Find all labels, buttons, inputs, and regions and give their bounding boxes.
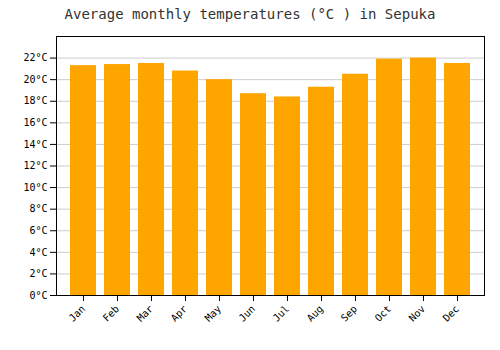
svg-text:Jun: Jun: [237, 303, 258, 324]
svg-text:4°C: 4°C: [29, 247, 47, 258]
svg-text:Apr: Apr: [169, 303, 190, 324]
html-text:Average monthly temperatures (: Average monthly temperatures (°C ) in Se…: [64, 6, 436, 22]
svg-text:Mar: Mar: [135, 303, 156, 324]
svg-text:Jul: Jul: [271, 303, 292, 324]
svg-text:20°C: 20°C: [23, 74, 47, 85]
svg-text:16°C: 16°C: [23, 117, 47, 128]
svg-text:10°C: 10°C: [23, 182, 47, 193]
svg-text:22°C: 22°C: [23, 52, 47, 63]
svg-text:12°C: 12°C: [23, 160, 47, 171]
svg-text:Jan: Jan: [67, 303, 88, 324]
svg-text:8°C: 8°C: [29, 203, 47, 214]
svg-text:6°C: 6°C: [29, 225, 47, 236]
svg-text:2°C: 2°C: [29, 268, 47, 279]
svg-text:Dec: Dec: [441, 303, 462, 324]
svg-text:18°C: 18°C: [23, 95, 47, 106]
svg-text:0°C: 0°C: [29, 290, 47, 301]
svg-text:Sep: Sep: [339, 303, 360, 324]
svg-text:May: May: [203, 303, 224, 324]
svg-text:Feb: Feb: [101, 303, 122, 324]
svg-text:14°C: 14°C: [23, 139, 47, 150]
svg-text:Nov: Nov: [407, 303, 428, 324]
svg-text:Aug: Aug: [305, 303, 326, 324]
svg-text:Oct: Oct: [373, 303, 394, 324]
